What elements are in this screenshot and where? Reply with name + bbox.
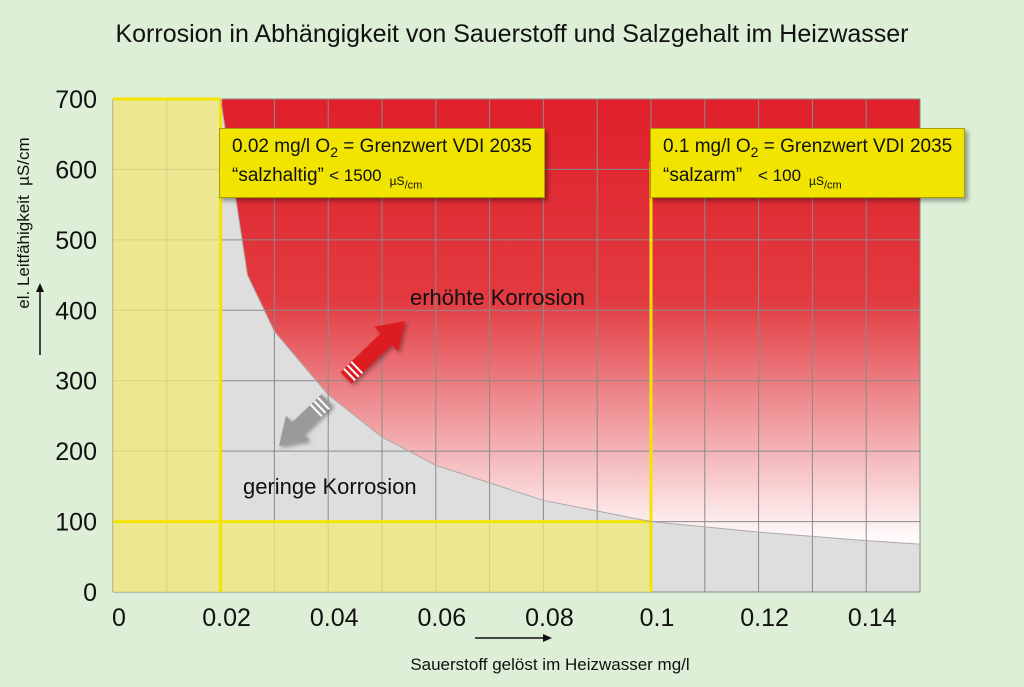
decrease-arrow [279,394,333,446]
annotation-salzhaltig: 0.02 mg/l O2 = Grenzwert VDI 2035 “salzh… [219,128,545,199]
x-axis-arrow [475,634,552,642]
y-tick-label: 200 [55,438,97,466]
y-tick-label: 700 [55,86,97,114]
x-tick-label: 0.12 [740,604,789,632]
salzarm-limit-region [220,521,651,592]
chart-title: Korrosion in Abhängigkeit von Sauerstoff… [115,20,909,48]
x-tick-label: 0.14 [848,604,897,632]
arrow-stripe [309,403,323,417]
x-tick-label: 0.1 [640,604,675,632]
x-tick-label: 0.06 [417,604,466,632]
x-tick-label: 0.02 [202,604,251,632]
x-ticks: 0 0.02 0.04 0.06 0.08 0.1 0.12 0.14 [112,604,897,632]
arrow-stripe [317,396,330,410]
annotation-salzarm: 0.1 mg/l O2 = Grenzwert VDI 2035 “salzar… [650,128,966,199]
corrosion-region [220,99,921,545]
x-tick-label: 0 [112,604,126,632]
increase-arrow [340,321,405,384]
x-tick-label: 0.04 [310,604,359,632]
region-label-high: erhöhte Korrosion [410,285,585,310]
y-tick-label: 600 [55,156,97,184]
boundary-curve [220,98,921,545]
y-axis-label: el. Leitfähigkeit µS/cm [14,137,33,309]
arrow-stripe [313,400,327,414]
y-ticks: 0 100 200 300 400 500 600 700 [55,86,97,607]
x-tick-label: 0.08 [525,604,574,632]
region-label-low: geringe Korrosion [243,474,417,499]
y-tick-label: 0 [83,579,97,607]
arrow-stripe [343,368,356,381]
salzhaltig-limit-region [113,99,221,592]
y-axis-arrow [36,283,44,355]
y-tick-label: 400 [55,297,97,325]
x-axis-label: Sauerstoff gelöst im Heizwasser mg/l [410,655,690,674]
y-tick-label: 100 [55,509,97,537]
arrow-stripe [346,364,360,378]
y-tick-label: 300 [55,368,97,396]
arrow-stripe [350,361,364,375]
y-tick-label: 500 [55,227,97,255]
